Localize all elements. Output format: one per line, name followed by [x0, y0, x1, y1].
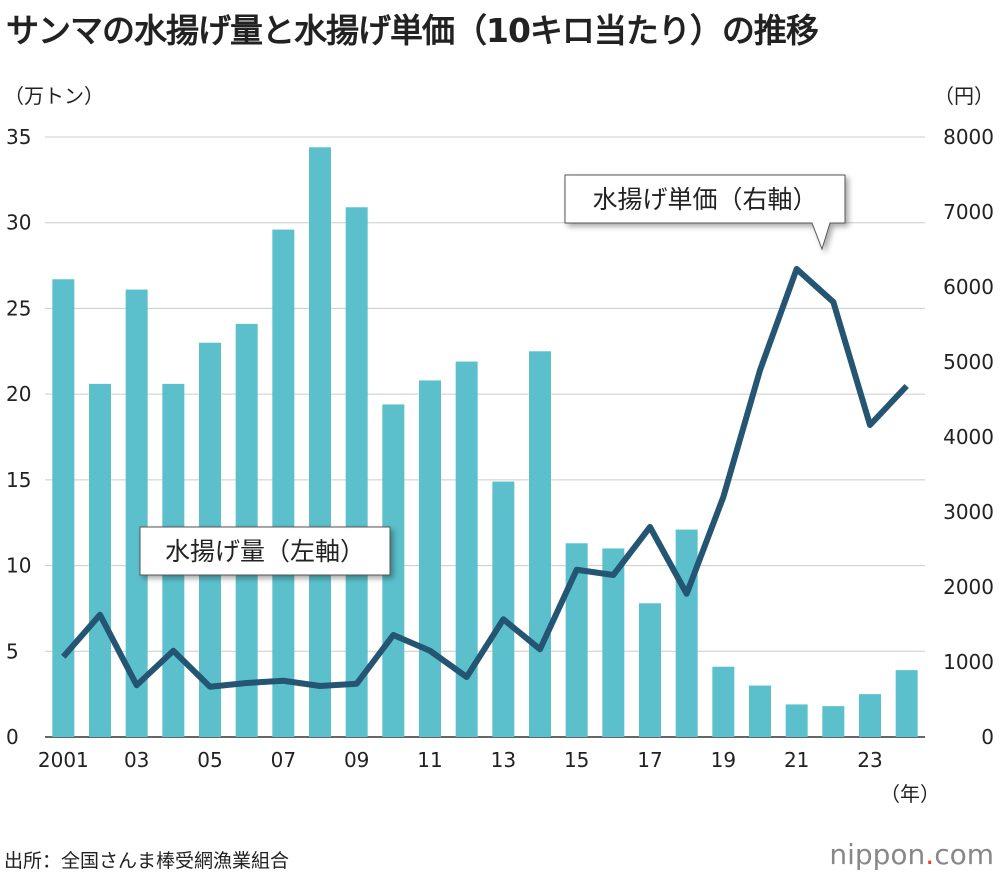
bar-2013 — [492, 481, 515, 737]
bar-2014 — [529, 351, 551, 737]
bar-2007 — [272, 229, 295, 738]
right-tick-label: 1000 — [943, 650, 994, 674]
x-tick-label: 11 — [417, 748, 442, 772]
x-tick-label: 09 — [344, 748, 369, 772]
left-tick-label: 35 — [6, 125, 31, 149]
right-tick-label: 5000 — [943, 350, 994, 374]
bar-series-callout-box — [139, 526, 391, 576]
x-tick-label: 07 — [271, 748, 296, 772]
right-tick-label: 8000 — [943, 125, 994, 149]
bar-2019 — [712, 666, 735, 737]
bar-series-callout-label: 水揚げ量（左軸） — [165, 537, 365, 566]
left-tick-label: 5 — [6, 639, 19, 663]
left-tick-label: 20 — [6, 382, 31, 406]
bar-2008 — [309, 147, 331, 738]
bar-2020 — [749, 685, 771, 737]
x-tick-label: 13 — [491, 748, 516, 772]
line-series-callout-label: 水揚げ単価（右軸） — [592, 185, 817, 214]
bar-2016 — [602, 548, 625, 737]
source-note: 出所：全国さんま棒受網漁業組合 — [4, 850, 290, 872]
bar-2024 — [895, 670, 918, 737]
bar-2022 — [822, 706, 845, 737]
bar-2011 — [419, 380, 441, 737]
left-tick-label: 15 — [6, 468, 31, 492]
right-tick-label: 4000 — [943, 425, 994, 449]
bar-2021 — [785, 704, 808, 737]
bar-2001 — [52, 279, 75, 737]
bar-2002 — [89, 383, 111, 737]
bar-2023 — [859, 694, 881, 737]
x-tick-label: 21 — [784, 748, 809, 772]
left-tick-label: 25 — [6, 296, 31, 320]
bar-2010 — [382, 404, 405, 737]
line-series-callout-box — [564, 174, 846, 251]
left-tick-label: 0 — [6, 725, 19, 749]
x-tick-label: 17 — [637, 748, 662, 772]
right-tick-label: 3000 — [943, 500, 994, 524]
x-tick-label: 03 — [124, 748, 149, 772]
left-axis-unit: （万トン） — [4, 84, 104, 108]
x-axis-unit: （年） — [880, 782, 940, 806]
bar-2018 — [675, 529, 698, 737]
line-series-callout — [564, 174, 846, 251]
right-tick-label: 6000 — [943, 275, 994, 299]
right-axis-unit: （円） — [934, 84, 994, 108]
bar-2015 — [565, 543, 588, 737]
right-tick-label: 2000 — [943, 575, 994, 599]
left-tick-label: 10 — [6, 554, 31, 578]
left-tick-label: 30 — [6, 211, 31, 235]
right-tick-label: 7000 — [943, 200, 994, 224]
x-tick-label: 2001 — [38, 748, 89, 772]
nippon-logo: nippon.com — [829, 838, 994, 871]
bar-2012 — [455, 361, 478, 737]
price-line — [61, 266, 909, 690]
x-tick-label: 23 — [857, 748, 882, 772]
bar-2009 — [345, 207, 368, 738]
bar-series-callout — [139, 526, 391, 576]
x-tick-label: 15 — [564, 748, 589, 772]
x-tick-label: 19 — [711, 748, 736, 772]
chart-title: サンマの水揚げ量と水揚げ単価（10キロ当たり）の推移 — [6, 11, 819, 50]
bar-2017 — [639, 603, 661, 737]
bar-2003 — [125, 289, 148, 737]
x-tick-label: 05 — [197, 748, 222, 772]
right-tick-label: 0 — [981, 725, 994, 749]
